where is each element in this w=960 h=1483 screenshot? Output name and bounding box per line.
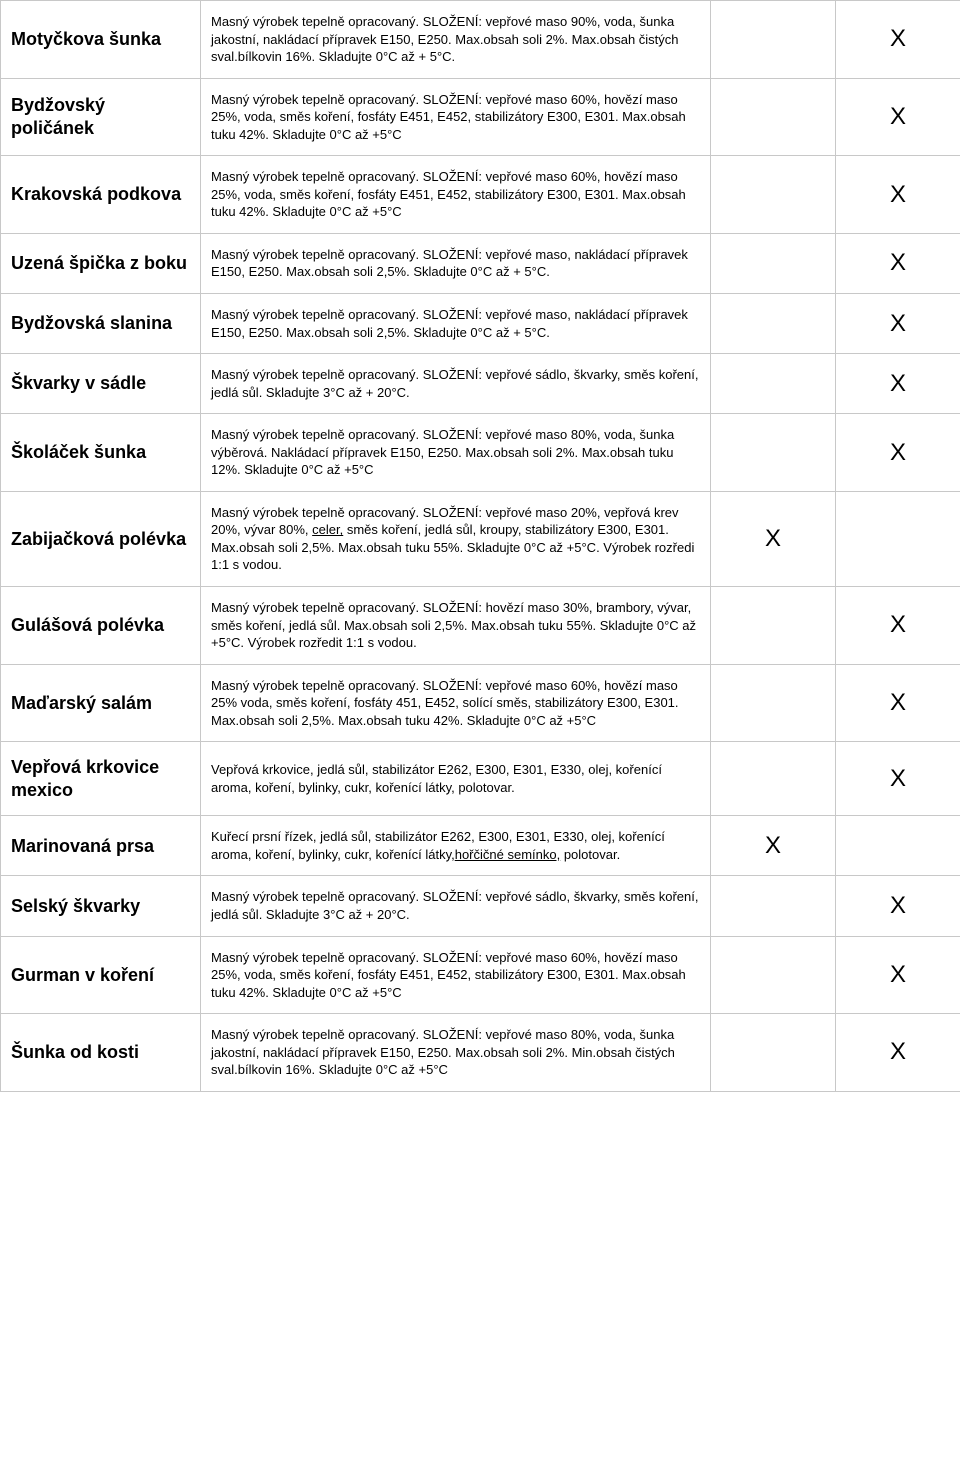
- product-name: Školáček šunka: [1, 414, 201, 492]
- product-description: Masný výrobek tepelně opracovaný. SLOŽEN…: [201, 414, 711, 492]
- product-table: Motyčkova šunkaMasný výrobek tepelně opr…: [0, 0, 960, 1092]
- product-name: Gulášová polévka: [1, 587, 201, 665]
- mark-col-1: X: [711, 816, 836, 876]
- table-row: Bydžovský poličánekMasný výrobek tepelně…: [1, 78, 960, 156]
- product-name: Bydžovská slanina: [1, 294, 201, 354]
- mark-col-2: X: [836, 233, 960, 293]
- mark-col-2: [836, 816, 960, 876]
- mark-col-1: [711, 876, 836, 936]
- table-row: Škvarky v sádleMasný výrobek tepelně opr…: [1, 354, 960, 414]
- product-name: Gurman v koření: [1, 936, 201, 1014]
- mark-col-2: X: [836, 936, 960, 1014]
- product-description: Vepřová krkovice, jedlá sůl, stabilizáto…: [201, 742, 711, 816]
- mark-col-1: [711, 78, 836, 156]
- product-description: Kuřecí prsní řízek, jedlá sůl, stabilizá…: [201, 816, 711, 876]
- product-name: Bydžovský poličánek: [1, 78, 201, 156]
- mark-col-1: [711, 1014, 836, 1092]
- table-row: Školáček šunkaMasný výrobek tepelně opra…: [1, 414, 960, 492]
- product-name: Vepřová krkovice mexico: [1, 742, 201, 816]
- product-name: Uzená špička z boku: [1, 233, 201, 293]
- mark-col-1: [711, 742, 836, 816]
- product-description: Masný výrobek tepelně opracovaný. SLOŽEN…: [201, 156, 711, 234]
- product-description: Masný výrobek tepelně opracovaný. SLOŽEN…: [201, 354, 711, 414]
- mark-col-2: X: [836, 294, 960, 354]
- product-description: Masný výrobek tepelně opracovaný. SLOŽEN…: [201, 587, 711, 665]
- table-row: Uzená špička z bokuMasný výrobek tepelně…: [1, 233, 960, 293]
- mark-col-2: X: [836, 587, 960, 665]
- mark-col-1: [711, 587, 836, 665]
- table-row: Motyčkova šunkaMasný výrobek tepelně opr…: [1, 1, 960, 79]
- product-description: Masný výrobek tepelně opracovaný. SLOŽEN…: [201, 78, 711, 156]
- product-description: Masný výrobek tepelně opracovaný. SLOŽEN…: [201, 491, 711, 586]
- product-description: Masný výrobek tepelně opracovaný. SLOŽEN…: [201, 936, 711, 1014]
- mark-col-2: [836, 491, 960, 586]
- product-description: Masný výrobek tepelně opracovaný. SLOŽEN…: [201, 1, 711, 79]
- mark-col-1: [711, 294, 836, 354]
- product-description: Masný výrobek tepelně opracovaný. SLOŽEN…: [201, 294, 711, 354]
- product-name: Zabijačková polévka: [1, 491, 201, 586]
- mark-col-1: [711, 414, 836, 492]
- mark-col-2: X: [836, 354, 960, 414]
- mark-col-2: X: [836, 1014, 960, 1092]
- table-row: Bydžovská slaninaMasný výrobek tepelně o…: [1, 294, 960, 354]
- table-row: Gurman v kořeníMasný výrobek tepelně opr…: [1, 936, 960, 1014]
- product-name: Maďarský salám: [1, 664, 201, 742]
- product-name: Motyčkova šunka: [1, 1, 201, 79]
- mark-col-2: X: [836, 414, 960, 492]
- mark-col-1: [711, 233, 836, 293]
- product-name: Marinovaná prsa: [1, 816, 201, 876]
- mark-col-2: X: [836, 78, 960, 156]
- mark-col-2: X: [836, 664, 960, 742]
- table-row: Maďarský salámMasný výrobek tepelně opra…: [1, 664, 960, 742]
- table-row: Zabijačková polévkaMasný výrobek tepelně…: [1, 491, 960, 586]
- mark-col-1: [711, 1, 836, 79]
- product-name: Selský škvarky: [1, 876, 201, 936]
- mark-col-2: X: [836, 156, 960, 234]
- mark-col-2: X: [836, 742, 960, 816]
- table-row: Krakovská podkovaMasný výrobek tepelně o…: [1, 156, 960, 234]
- table-row: Šunka od kostiMasný výrobek tepelně opra…: [1, 1014, 960, 1092]
- mark-col-1: X: [711, 491, 836, 586]
- table-row: Selský škvarkyMasný výrobek tepelně opra…: [1, 876, 960, 936]
- product-name: Škvarky v sádle: [1, 354, 201, 414]
- product-name: Šunka od kosti: [1, 1014, 201, 1092]
- mark-col-1: [711, 354, 836, 414]
- product-description: Masný výrobek tepelně opracovaný. SLOŽEN…: [201, 664, 711, 742]
- product-description: Masný výrobek tepelně opracovaný. SLOŽEN…: [201, 233, 711, 293]
- table-row: Vepřová krkovice mexicoVepřová krkovice,…: [1, 742, 960, 816]
- table-row: Gulášová polévkaMasný výrobek tepelně op…: [1, 587, 960, 665]
- mark-col-2: X: [836, 1, 960, 79]
- product-description: Masný výrobek tepelně opracovaný. SLOŽEN…: [201, 1014, 711, 1092]
- table-row: Marinovaná prsaKuřecí prsní řízek, jedlá…: [1, 816, 960, 876]
- mark-col-2: X: [836, 876, 960, 936]
- mark-col-1: [711, 936, 836, 1014]
- mark-col-1: [711, 156, 836, 234]
- mark-col-1: [711, 664, 836, 742]
- product-description: Masný výrobek tepelně opracovaný. SLOŽEN…: [201, 876, 711, 936]
- product-name: Krakovská podkova: [1, 156, 201, 234]
